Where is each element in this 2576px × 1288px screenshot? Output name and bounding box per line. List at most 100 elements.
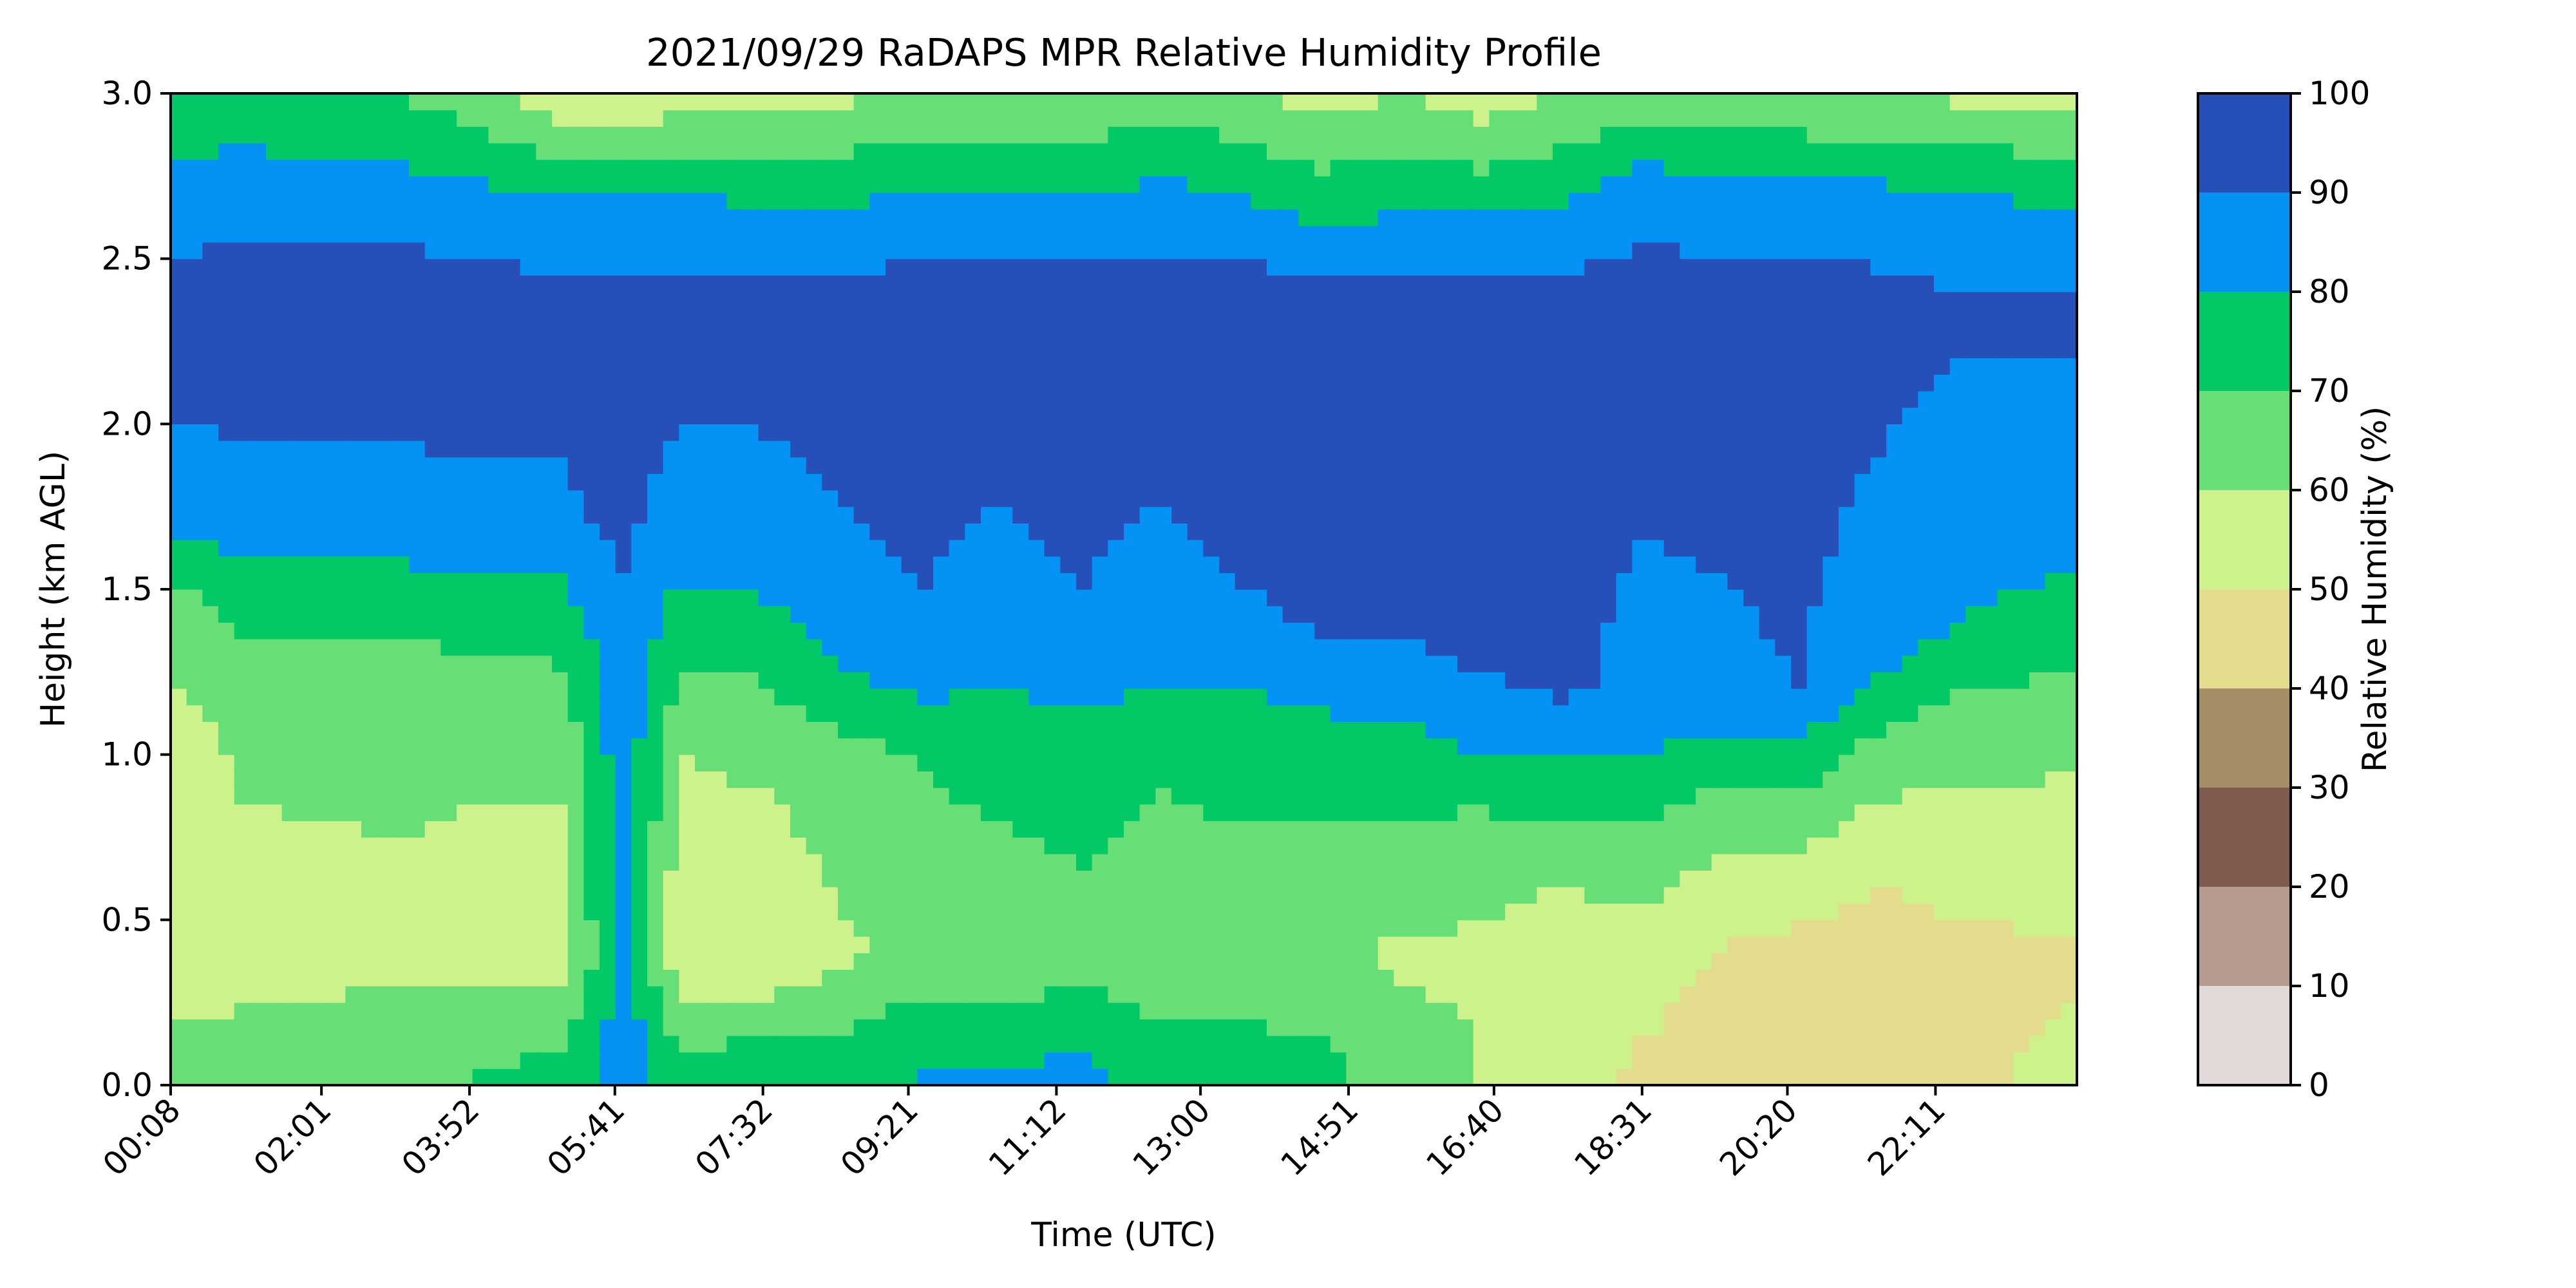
heatmap-cell [520, 870, 536, 887]
heatmap-cell [822, 258, 838, 276]
heatmap-cell [790, 721, 807, 739]
heatmap-cell [1235, 936, 1251, 954]
heatmap-cell [647, 622, 664, 639]
heatmap-cell [615, 308, 632, 325]
heatmap-cell [1012, 804, 1029, 821]
heatmap-cell [1171, 705, 1188, 722]
heatmap-cell [457, 903, 473, 920]
heatmap-cell [1187, 193, 1204, 210]
heatmap-cell [250, 622, 267, 639]
heatmap-cell [726, 357, 743, 375]
heatmap-cell [218, 738, 235, 755]
heatmap-cell [361, 738, 378, 755]
heatmap-cell [1441, 176, 1458, 193]
heatmap-cell [1425, 1002, 1442, 1019]
heatmap-cell [710, 705, 727, 722]
heatmap-cell [1235, 788, 1251, 805]
heatmap-cell [536, 622, 553, 639]
heatmap-cell [171, 622, 187, 639]
heatmap-cell [1489, 936, 1506, 954]
heatmap-cell [202, 556, 219, 573]
heatmap-cell [1489, 870, 1506, 887]
heatmap-cell [1282, 853, 1299, 871]
heatmap-cell [488, 1002, 505, 1019]
heatmap-cell [504, 705, 521, 722]
heatmap-cell [886, 1002, 902, 1019]
heatmap-cell [1251, 490, 1267, 507]
heatmap-cell [822, 804, 838, 821]
heatmap-cell [1092, 705, 1108, 722]
heatmap-cell [822, 407, 838, 424]
heatmap-cell [377, 903, 393, 920]
heatmap-cell [202, 457, 219, 474]
heatmap-cell [186, 109, 203, 127]
heatmap-cell [917, 672, 934, 689]
heatmap-cell [695, 920, 712, 937]
heatmap-cell [790, 225, 807, 243]
heatmap-cell [536, 143, 553, 160]
heatmap-cell [822, 820, 838, 838]
heatmap-cell [1219, 672, 1236, 689]
heatmap-cell [726, 325, 743, 342]
heatmap-cell [600, 556, 616, 573]
heatmap-cell [186, 440, 203, 458]
heatmap-cell [679, 242, 696, 260]
heatmap-cell [917, 820, 934, 838]
heatmap-cell [567, 391, 584, 408]
heatmap-cell [409, 374, 426, 392]
heatmap-cell [329, 93, 346, 111]
heatmap-cell [1155, 688, 1172, 706]
heatmap-cell [1410, 357, 1426, 375]
heatmap-cell [457, 804, 473, 821]
heatmap-cell [1473, 159, 1490, 176]
heatmap-cell [1219, 771, 1236, 788]
heatmap-cell [520, 391, 536, 408]
heatmap-cell [1012, 1036, 1029, 1053]
heatmap-cell [1394, 837, 1410, 855]
heatmap-cell [647, 986, 664, 1003]
heatmap-cell [1044, 225, 1061, 243]
heatmap-cell [409, 325, 426, 342]
heatmap-cell [901, 374, 918, 392]
heatmap-cell [1235, 705, 1251, 722]
heatmap-cell [1219, 325, 1236, 342]
heatmap-cell [1473, 920, 1490, 937]
heatmap-cell [393, 738, 410, 755]
heatmap-cell [869, 573, 886, 590]
heatmap-cell [1012, 986, 1029, 1003]
heatmap-cell [710, 176, 727, 193]
heatmap-cell [1441, 109, 1458, 127]
heatmap-cell [901, 605, 918, 623]
heatmap-cell [806, 1002, 822, 1019]
heatmap-cell [663, 176, 679, 193]
heatmap-cell [567, 523, 584, 540]
heatmap-cell [1378, 622, 1394, 639]
heatmap-cell [647, 391, 664, 408]
heatmap-cell [1028, 523, 1045, 540]
heatmap-cell [202, 341, 219, 359]
heatmap-cell [377, 1036, 393, 1053]
heatmap-cell [981, 705, 998, 722]
heatmap-cell [1394, 969, 1410, 987]
heatmap-cell [1251, 738, 1267, 755]
heatmap-cell [1457, 705, 1474, 722]
heatmap-cell [853, 126, 870, 144]
heatmap-cell [250, 242, 267, 260]
heatmap-cell [1330, 225, 1347, 243]
heatmap-cell [615, 374, 632, 392]
heatmap-cell [536, 506, 553, 524]
heatmap-cell [345, 193, 362, 210]
heatmap-cell [536, 126, 553, 144]
heatmap-cell [186, 308, 203, 325]
heatmap-cell [996, 242, 1013, 260]
heatmap-cell [1314, 93, 1331, 111]
heatmap-cell [1378, 589, 1394, 607]
heatmap-cell [1203, 473, 1220, 491]
heatmap-cell [1187, 176, 1204, 193]
heatmap-cell [186, 622, 203, 639]
heatmap-cell [790, 639, 807, 656]
heatmap-cell [1441, 93, 1458, 111]
heatmap-cell [790, 109, 807, 127]
heatmap-cell [917, 655, 934, 672]
heatmap-cell [869, 440, 886, 458]
